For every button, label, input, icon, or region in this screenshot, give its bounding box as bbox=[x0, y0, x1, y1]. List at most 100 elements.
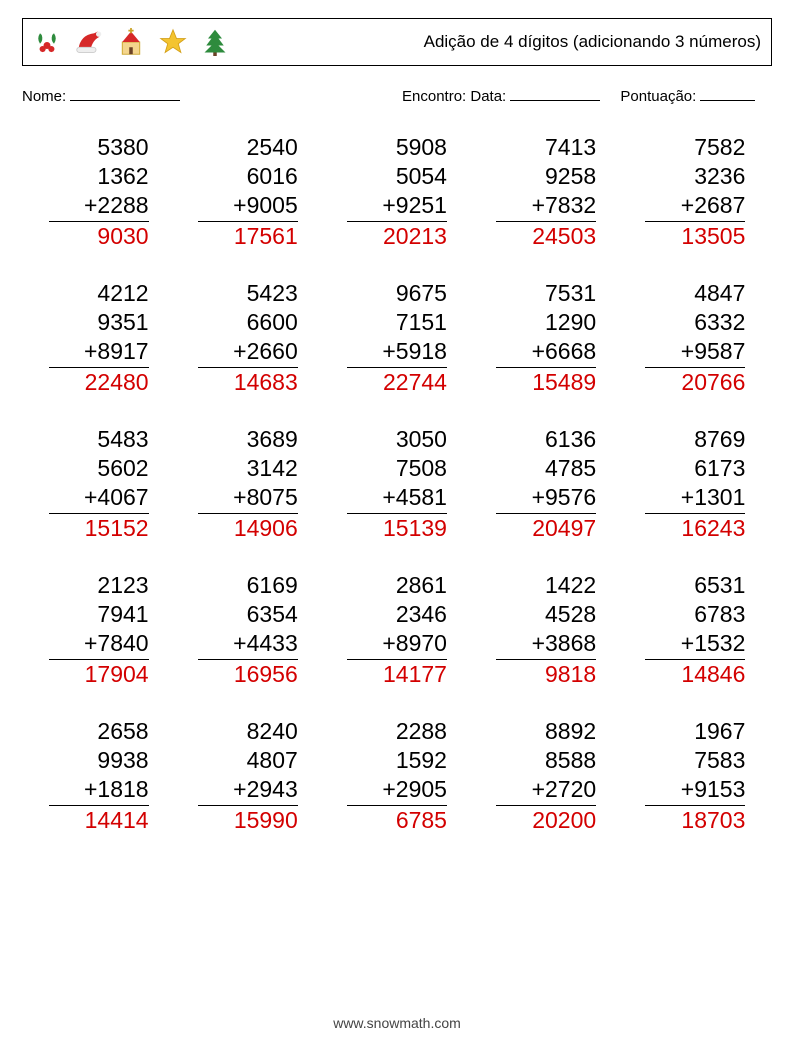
addend-3: +8970 bbox=[347, 629, 447, 661]
addend-1: 6169 bbox=[198, 571, 298, 600]
addend-1: 2123 bbox=[49, 571, 149, 600]
addend-1: 2658 bbox=[49, 717, 149, 746]
answer: 15489 bbox=[496, 368, 596, 397]
addend-3: +2687 bbox=[645, 191, 745, 223]
answer: 24503 bbox=[496, 222, 596, 251]
footer-link[interactable]: www.snowmath.com bbox=[0, 1015, 794, 1031]
addend-1: 7531 bbox=[496, 279, 596, 308]
church-icon bbox=[117, 28, 145, 56]
problem: 59085054+925120213 bbox=[347, 133, 447, 251]
addend-2: 4785 bbox=[496, 454, 596, 483]
answer: 15990 bbox=[198, 806, 298, 835]
answer: 22744 bbox=[347, 368, 447, 397]
addend-2: 8588 bbox=[496, 746, 596, 775]
addend-2: 6016 bbox=[198, 162, 298, 191]
answer: 20200 bbox=[496, 806, 596, 835]
problem: 65316783+153214846 bbox=[645, 571, 745, 689]
tree-icon bbox=[201, 28, 229, 56]
addend-2: 1290 bbox=[496, 308, 596, 337]
problem: 21237941+784017904 bbox=[49, 571, 149, 689]
addend-3: +2660 bbox=[198, 337, 298, 369]
answer: 14177 bbox=[347, 660, 447, 689]
answer: 20213 bbox=[347, 222, 447, 251]
addend-3: +4433 bbox=[198, 629, 298, 661]
answer: 16243 bbox=[645, 514, 745, 543]
addend-3: +9005 bbox=[198, 191, 298, 223]
addend-3: +1301 bbox=[645, 483, 745, 515]
addend-3: +6668 bbox=[496, 337, 596, 369]
addend-2: 1362 bbox=[49, 162, 149, 191]
score-blank[interactable] bbox=[700, 86, 755, 101]
worksheet-title: Adição de 4 dígitos (adicionando 3 númer… bbox=[424, 32, 761, 52]
header-icons bbox=[33, 28, 229, 56]
problem: 22881592+29056785 bbox=[347, 717, 447, 835]
problem: 28612346+897014177 bbox=[347, 571, 447, 689]
answer: 17561 bbox=[198, 222, 298, 251]
addend-2: 7508 bbox=[347, 454, 447, 483]
holly-icon bbox=[33, 28, 61, 56]
addend-2: 5602 bbox=[49, 454, 149, 483]
addend-1: 5380 bbox=[49, 133, 149, 162]
score-label: Pontuação: bbox=[620, 88, 696, 105]
problem: 14224528+38689818 bbox=[496, 571, 596, 689]
addend-3: +9153 bbox=[645, 775, 745, 807]
problem: 82404807+294315990 bbox=[198, 717, 298, 835]
addend-1: 1967 bbox=[645, 717, 745, 746]
addend-2: 6332 bbox=[645, 308, 745, 337]
addend-1: 4212 bbox=[49, 279, 149, 308]
addend-3: +8917 bbox=[49, 337, 149, 369]
addend-2: 4528 bbox=[496, 600, 596, 629]
answer: 6785 bbox=[347, 806, 447, 835]
answer: 14906 bbox=[198, 514, 298, 543]
addend-1: 3050 bbox=[347, 425, 447, 454]
encounter-label: Encontro: Data: bbox=[402, 88, 506, 105]
problem: 87696173+130116243 bbox=[645, 425, 745, 543]
answer: 9818 bbox=[496, 660, 596, 689]
addend-1: 8240 bbox=[198, 717, 298, 746]
addend-1: 8769 bbox=[645, 425, 745, 454]
addend-2: 9938 bbox=[49, 746, 149, 775]
addend-3: +7840 bbox=[49, 629, 149, 661]
addend-3: +2905 bbox=[347, 775, 447, 807]
addend-3: +4067 bbox=[49, 483, 149, 515]
problem: 26589938+181814414 bbox=[49, 717, 149, 835]
addend-3: +1818 bbox=[49, 775, 149, 807]
problem: 25406016+900517561 bbox=[198, 133, 298, 251]
addend-2: 3142 bbox=[198, 454, 298, 483]
addend-3: +5918 bbox=[347, 337, 447, 369]
addend-2: 3236 bbox=[645, 162, 745, 191]
addend-1: 7413 bbox=[496, 133, 596, 162]
answer: 22480 bbox=[49, 368, 149, 397]
addend-2: 6783 bbox=[645, 600, 745, 629]
name-blank[interactable] bbox=[70, 86, 180, 101]
problem: 19677583+915318703 bbox=[645, 717, 745, 835]
problem: 54835602+406715152 bbox=[49, 425, 149, 543]
meta-row: Nome: Encontro: Data: Pontuação: bbox=[22, 86, 772, 105]
addend-2: 9351 bbox=[49, 308, 149, 337]
addend-2: 5054 bbox=[347, 162, 447, 191]
addend-1: 7582 bbox=[645, 133, 745, 162]
addend-3: +7832 bbox=[496, 191, 596, 223]
addend-2: 4807 bbox=[198, 746, 298, 775]
answer: 16956 bbox=[198, 660, 298, 689]
addend-2: 7151 bbox=[347, 308, 447, 337]
star-icon bbox=[159, 28, 187, 56]
addend-2: 6173 bbox=[645, 454, 745, 483]
problem: 61696354+443316956 bbox=[198, 571, 298, 689]
name-label: Nome: bbox=[22, 88, 66, 105]
date-blank[interactable] bbox=[510, 86, 600, 101]
answer: 20766 bbox=[645, 368, 745, 397]
addend-1: 9675 bbox=[347, 279, 447, 308]
addend-2: 6600 bbox=[198, 308, 298, 337]
addend-1: 5908 bbox=[347, 133, 447, 162]
addend-1: 2540 bbox=[198, 133, 298, 162]
answer: 20497 bbox=[496, 514, 596, 543]
problem: 48476332+958720766 bbox=[645, 279, 745, 397]
answer: 9030 bbox=[49, 222, 149, 251]
addend-2: 7583 bbox=[645, 746, 745, 775]
addend-1: 6531 bbox=[645, 571, 745, 600]
problem: 54236600+266014683 bbox=[198, 279, 298, 397]
answer: 17904 bbox=[49, 660, 149, 689]
addend-3: +8075 bbox=[198, 483, 298, 515]
addend-1: 3689 bbox=[198, 425, 298, 454]
